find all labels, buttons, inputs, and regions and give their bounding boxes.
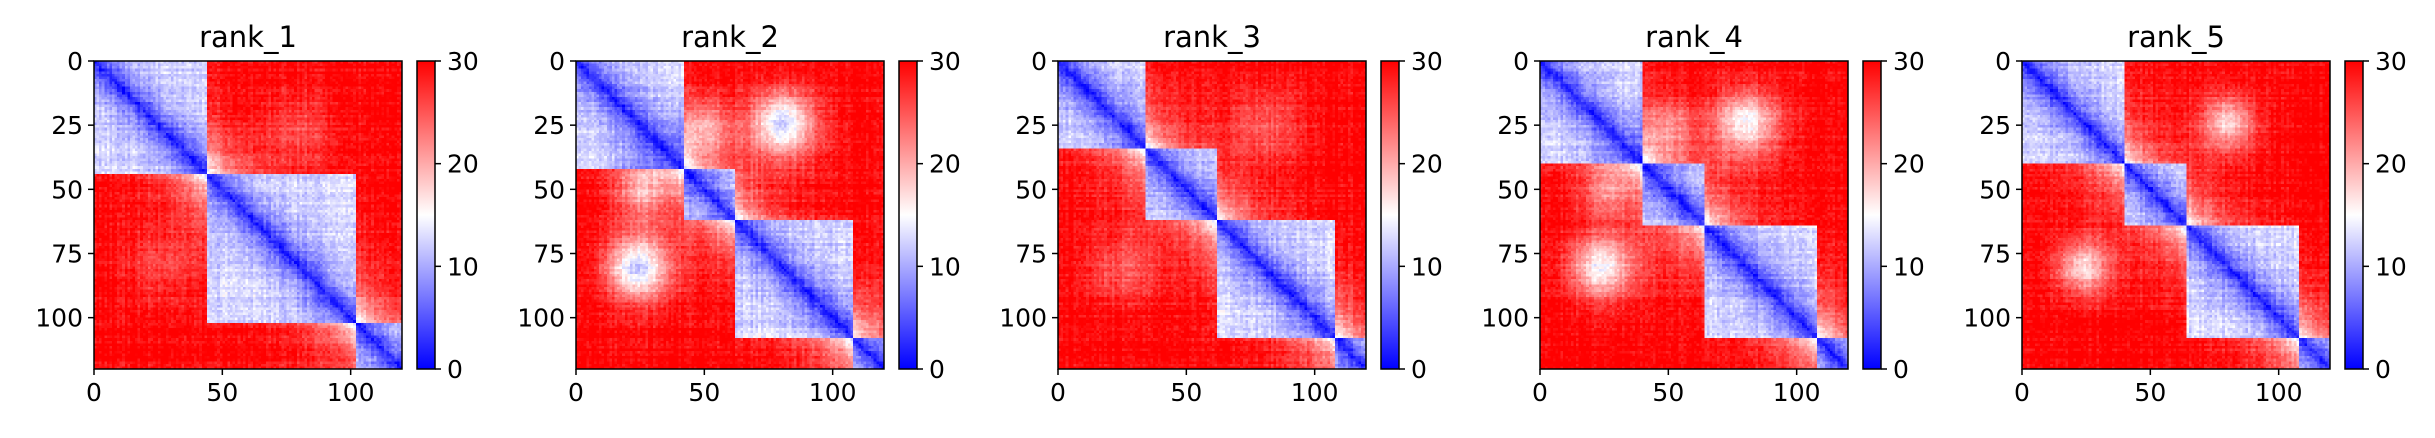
- y-tick-label: 0: [1513, 47, 1529, 76]
- x-tick-label: 50: [1170, 378, 1202, 407]
- x-tick-label: 50: [688, 378, 720, 407]
- colorbar-tick-label: 10: [1893, 252, 1925, 281]
- y-tick-label: 100: [35, 304, 83, 333]
- y-tick-label: 75: [1497, 240, 1529, 269]
- colorbar: [2344, 60, 2364, 370]
- y-tick-label: 75: [1015, 240, 1047, 269]
- colorbar-tick-label: 10: [1411, 252, 1443, 281]
- y-tick-label: 50: [1015, 175, 1047, 204]
- y-tick-label: 0: [549, 47, 565, 76]
- panel-title: rank_3: [1163, 20, 1261, 54]
- y-tick-label: 25: [1979, 111, 2011, 140]
- x-tick-label: 0: [1050, 378, 1066, 407]
- x-tick-label: 0: [568, 378, 584, 407]
- heatmap-panel-3: rank_3 0 50 100 0 25 50 75 100 0 10 20 30: [999, 20, 1443, 407]
- panel-title: rank_1: [199, 20, 297, 54]
- y-tick-label: 0: [1995, 47, 2011, 76]
- y-tick-label: 50: [1497, 175, 1529, 204]
- colorbar: [898, 60, 918, 370]
- colorbar: [1862, 60, 1882, 370]
- colorbar: [416, 60, 436, 370]
- colorbar-tick-label: 10: [2375, 252, 2407, 281]
- y-tick-label: 100: [1481, 304, 1529, 333]
- colorbar-tick-label: 10: [929, 252, 961, 281]
- y-tick-label: 25: [1497, 111, 1529, 140]
- y-tick-label: 50: [51, 175, 83, 204]
- x-tick-label: 100: [809, 378, 857, 407]
- colorbar-tick-label: 10: [447, 252, 479, 281]
- colorbar-tick-label: 20: [1893, 150, 1925, 179]
- y-tick-label: 0: [67, 47, 83, 76]
- colorbar-tick-label: 30: [1411, 47, 1443, 76]
- plot-frame: [575, 60, 885, 370]
- colorbar-tick-label: 20: [447, 150, 479, 179]
- y-tick-label: 25: [533, 111, 565, 140]
- heatmap-panel-5: rank_5 0 50 100 0 25 50 75 100 0 10 20 30: [1963, 20, 2407, 407]
- x-tick-label: 50: [1652, 378, 1684, 407]
- y-tick-label: 25: [51, 111, 83, 140]
- heatmap-panel-1: rank_1 0 50 100 0 25 50 75 100 0 10 20 30: [35, 20, 479, 407]
- x-tick-label: 0: [2014, 378, 2030, 407]
- colorbar-tick-label: 20: [1411, 150, 1443, 179]
- colorbar-tick-label: 30: [929, 47, 961, 76]
- y-tick-label: 100: [517, 304, 565, 333]
- y-tick-label: 75: [533, 240, 565, 269]
- y-tick-label: 50: [533, 175, 565, 204]
- y-tick-label: 100: [1963, 304, 2011, 333]
- y-tick-label: 25: [1015, 111, 1047, 140]
- heatmap-image: [1058, 61, 1366, 369]
- panel-title: rank_5: [2127, 20, 2225, 54]
- plot-frame: [2021, 60, 2331, 370]
- heatmap-image: [94, 61, 402, 369]
- colorbar-tick-label: 0: [1411, 355, 1427, 384]
- colorbar-tick-label: 30: [2375, 47, 2407, 76]
- colorbar: [1380, 60, 1400, 370]
- plot-frame: [1539, 60, 1849, 370]
- plot-frame: [1057, 60, 1367, 370]
- colorbar-tick-label: 20: [2375, 150, 2407, 179]
- x-tick-label: 0: [1532, 378, 1548, 407]
- heatmap-panel-4: rank_4 0 50 100 0 25 50 75 100 0 10 20 30: [1481, 20, 1925, 407]
- x-tick-label: 50: [2134, 378, 2166, 407]
- heatmap-image: [1540, 61, 1848, 369]
- colorbar-tick-label: 30: [447, 47, 479, 76]
- colorbar-tick-label: 20: [929, 150, 961, 179]
- colorbar-tick-label: 0: [447, 355, 463, 384]
- panel-title: rank_4: [1645, 20, 1743, 54]
- x-tick-label: 100: [327, 378, 375, 407]
- heatmap-panel-2: rank_2 0 50 100 0 25 50 75 100 0 10 20 30: [517, 20, 961, 407]
- y-tick-label: 100: [999, 304, 1047, 333]
- y-tick-label: 75: [1979, 240, 2011, 269]
- y-tick-label: 75: [51, 240, 83, 269]
- y-tick-label: 50: [1979, 175, 2011, 204]
- colorbar-tick-label: 0: [929, 355, 945, 384]
- y-tick-label: 0: [1031, 47, 1047, 76]
- colorbar-tick-label: 0: [2375, 355, 2391, 384]
- plot-frame: [93, 60, 403, 370]
- colorbar-tick-label: 30: [1893, 47, 1925, 76]
- colorbar-tick-label: 0: [1893, 355, 1909, 384]
- x-tick-label: 100: [2255, 378, 2303, 407]
- x-tick-label: 100: [1773, 378, 1821, 407]
- panel-title: rank_2: [681, 20, 779, 54]
- x-tick-label: 50: [206, 378, 238, 407]
- x-tick-label: 0: [86, 378, 102, 407]
- x-tick-label: 100: [1291, 378, 1339, 407]
- heatmap-image: [576, 61, 884, 369]
- heatmap-image: [2022, 61, 2330, 369]
